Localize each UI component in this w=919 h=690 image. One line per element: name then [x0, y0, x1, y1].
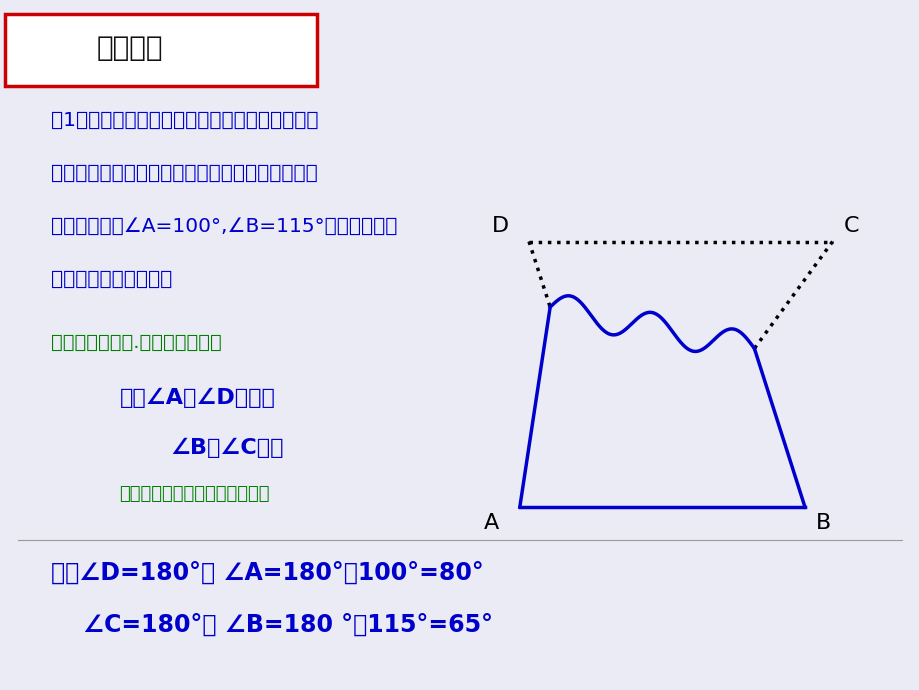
Text: 探究新知: 探究新知 — [96, 34, 163, 62]
Text: C: C — [843, 216, 858, 236]
Text: 解：因为梯形上.下底互相平行，: 解：因为梯形上.下底互相平行， — [51, 333, 221, 352]
Text: 下梯形下底的一部分（如图）。要订造一块新的玻: 下梯形下底的一部分（如图）。要订造一块新的玻 — [51, 164, 317, 183]
Text: 璃，已经量得∠A=100°,∠B=115°，那么梯形另: 璃，已经量得∠A=100°,∠B=115°，那么梯形另 — [51, 217, 396, 236]
FancyBboxPatch shape — [5, 14, 317, 86]
Text: ∠C=180°－ ∠B=180 °－115°=65°: ∠C=180°－ ∠B=180 °－115°=65° — [83, 613, 493, 637]
Text: A: A — [483, 513, 499, 533]
Text: 所以∠A与∠D互补，: 所以∠A与∠D互补， — [119, 388, 275, 408]
Text: 例1、小青不小心把家里的梯形玻璃块打了，还剩: 例1、小青不小心把家里的梯形玻璃块打了，还剩 — [51, 110, 318, 130]
Text: （两直线平行，同旁内角互补）: （两直线平行，同旁内角互补） — [119, 485, 270, 503]
Text: D: D — [491, 216, 508, 236]
Text: B: B — [815, 513, 831, 533]
Text: ∠B与∠C互补: ∠B与∠C互补 — [170, 438, 283, 458]
Text: 于是∠D=180°－ ∠A=180°－100°=80°: 于是∠D=180°－ ∠A=180°－100°=80° — [51, 560, 482, 584]
Text: 外两个角各是多少度？: 外两个角各是多少度？ — [51, 270, 172, 289]
